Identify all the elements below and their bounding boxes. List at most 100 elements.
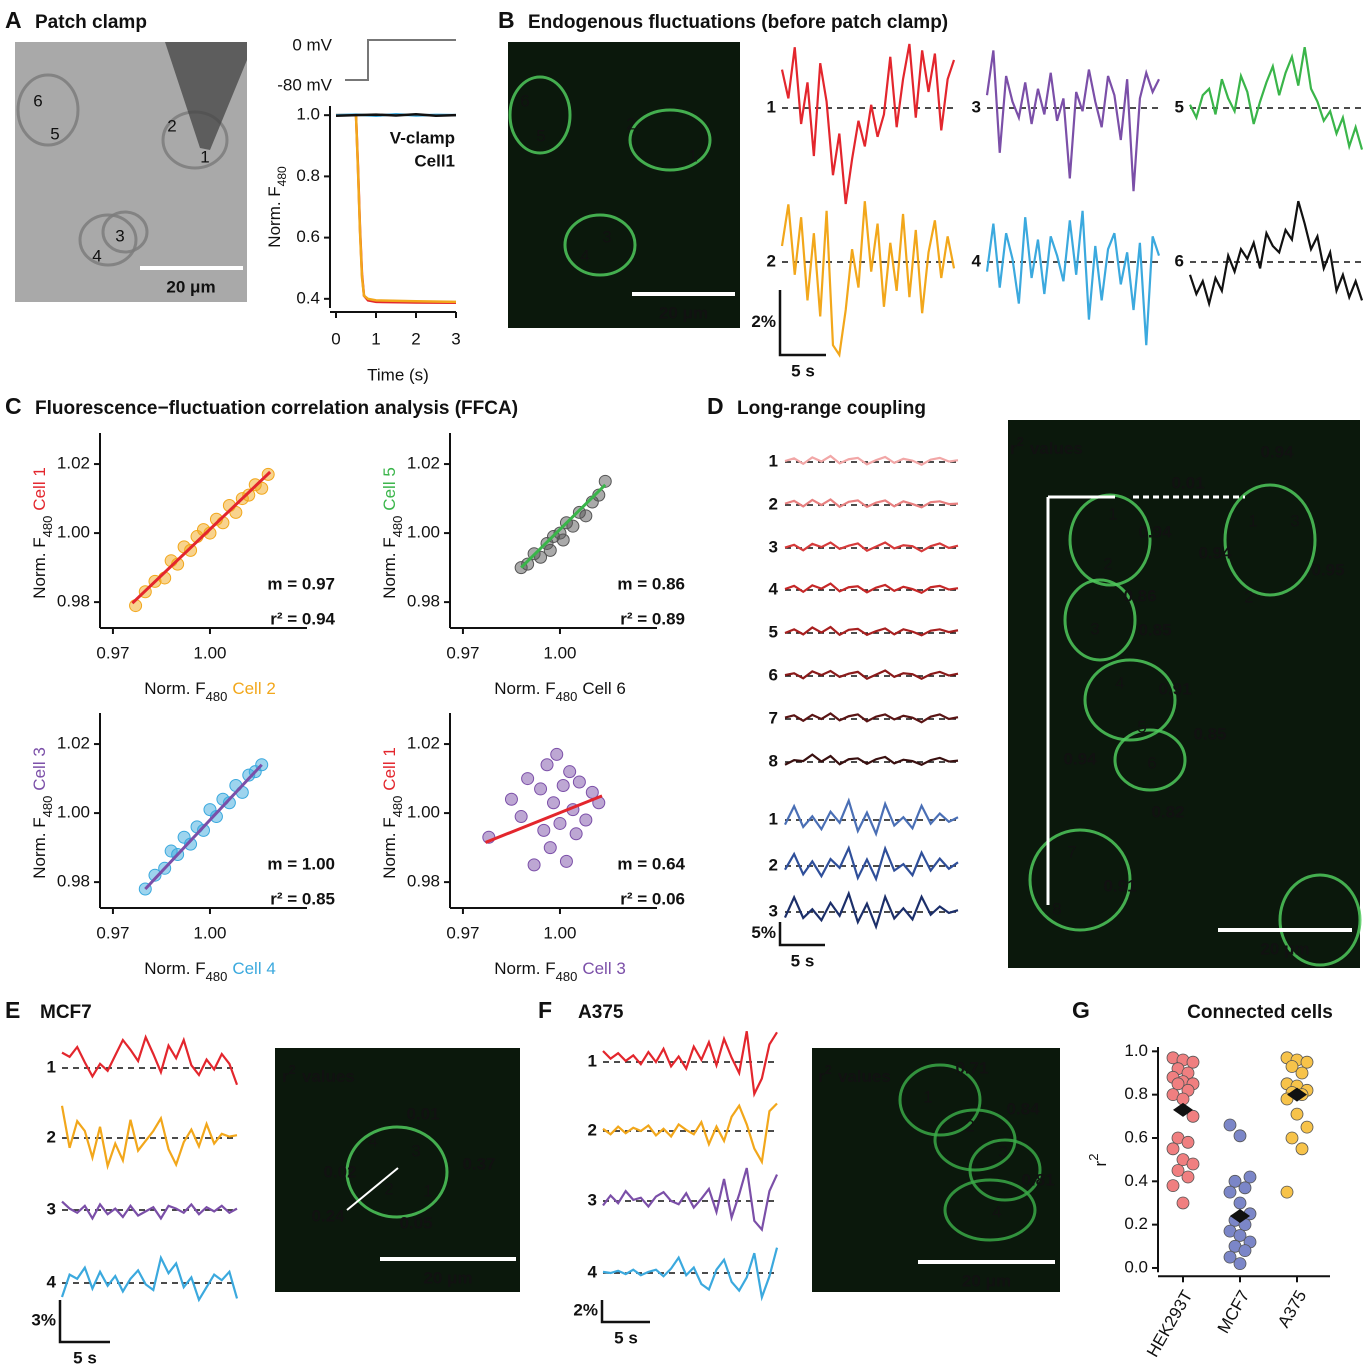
y-tick-label: 1.00 [407, 803, 440, 822]
point [566, 519, 580, 533]
scale-bar [778, 290, 826, 357]
y-tick-label: 1.02 [57, 734, 90, 753]
cell-label: 8 [1052, 899, 1061, 918]
x-tick-label: 1.00 [193, 643, 226, 662]
point [1233, 1229, 1247, 1242]
y-tick-label: 0.98 [57, 592, 90, 611]
y-tick-label: 0.4 [296, 288, 320, 307]
cell-label: 3 [115, 226, 124, 245]
scale-bar-label: 5 s [614, 1328, 638, 1347]
trace-label: 5 [769, 622, 778, 641]
label-part: Norm. F [144, 679, 205, 698]
r2-value: 0.94 [1198, 543, 1232, 562]
scale-bar-label: 20 μm [423, 1268, 472, 1287]
panel-title: MCF7 [40, 1002, 92, 1023]
panel-title: Long-range coupling [737, 398, 926, 419]
trace-label: 6 [1175, 251, 1184, 270]
y-tick-label: 1.00 [57, 523, 90, 542]
point [1186, 1157, 1200, 1171]
r2-value: 0.85 [1193, 724, 1226, 743]
scale-bar [778, 922, 825, 947]
trace [60, 1254, 239, 1303]
r2-label: r² = 0.89 [620, 609, 685, 628]
point [559, 854, 573, 868]
trace-label: 1 [769, 809, 778, 828]
r2-label: r² = 0.94 [270, 609, 335, 628]
r2-value: 0.05 [399, 1213, 432, 1232]
point [209, 810, 223, 824]
x-tick-label: 1.00 [193, 923, 226, 942]
cell-outline [1113, 728, 1187, 792]
label-part: Norm. F [265, 186, 284, 247]
trace [1188, 200, 1364, 308]
y-tick-label: 0.6 [1124, 1127, 1148, 1146]
scale-bar [58, 1300, 110, 1344]
trace-label: 8 [769, 751, 778, 770]
point [1290, 1107, 1304, 1121]
label-part: r [1091, 1160, 1110, 1166]
panel-letter: B [498, 7, 515, 33]
trace [784, 669, 959, 681]
y-axis-label: r2 [1086, 1154, 1111, 1167]
y-tick-label: 0.0 [1124, 1257, 1148, 1276]
trace-label: 4 [588, 1262, 598, 1281]
trace [784, 625, 959, 637]
y-tick-label: 0.98 [407, 872, 440, 891]
scale-bar-label: 2% [751, 312, 776, 331]
label-part: values [1030, 439, 1083, 458]
scale-bar-label: 5 s [791, 361, 815, 380]
label-part: Norm. F [30, 817, 49, 878]
label-part: Cell 1 [30, 467, 49, 510]
cell-label: 3 [602, 227, 611, 246]
point [1176, 1196, 1190, 1210]
cell-outline [563, 213, 637, 277]
trace [780, 43, 956, 205]
y-tick-label: 0.4 [1124, 1171, 1148, 1190]
label-part: r [818, 1067, 825, 1086]
y-tick-label: 1.02 [407, 734, 440, 753]
panel-title: Fluorescence−fluctuation correlation ana… [35, 398, 518, 419]
point [550, 747, 564, 761]
label-part: Norm. F [30, 537, 49, 598]
panel-title: A375 [578, 1002, 624, 1023]
scale-bar-label: 3% [31, 1310, 56, 1329]
label-part: Norm. F [380, 537, 399, 598]
point [504, 792, 518, 806]
point [521, 772, 535, 786]
cell-outline [1028, 828, 1132, 932]
trace-label: 3 [47, 1199, 56, 1218]
trace-label: 3 [769, 537, 778, 556]
trace-label: 1 [769, 451, 778, 470]
y-tick-label: 0.98 [407, 592, 440, 611]
trace [985, 210, 1161, 346]
micrograph [812, 1048, 1060, 1292]
panel-letter: D [707, 393, 724, 419]
trace [784, 753, 959, 766]
cell-outline [943, 1178, 1037, 1242]
point [1181, 1135, 1195, 1149]
y-tick-label: 1.0 [1124, 1041, 1148, 1060]
x-tick-label: 0.97 [96, 923, 129, 942]
trace-label: 4 [972, 251, 982, 270]
r2-value: 0.95 [1311, 560, 1344, 579]
point [1238, 1181, 1252, 1195]
cell-outline [1083, 658, 1177, 742]
point [1228, 1174, 1242, 1188]
point [1233, 1129, 1247, 1143]
trace [784, 844, 959, 882]
r2-value: 0.24 [311, 1206, 345, 1225]
point [1181, 1170, 1195, 1184]
point [184, 543, 198, 557]
annotation: V-clamp [390, 128, 455, 147]
r2-value: 0.81 [1021, 1170, 1054, 1189]
cell-outline [16, 73, 80, 147]
cell-label: 3 [411, 1141, 420, 1160]
cell-outline [508, 75, 572, 155]
cell-outline [628, 108, 712, 172]
x-tick-label: 0.97 [96, 643, 129, 662]
trace [335, 113, 457, 118]
r2-title: r2 values [818, 1062, 891, 1087]
trace-label: 7 [769, 708, 778, 727]
r2-value: 0.86 [1123, 586, 1156, 605]
y-axis-label: Norm. F480 [265, 166, 289, 248]
